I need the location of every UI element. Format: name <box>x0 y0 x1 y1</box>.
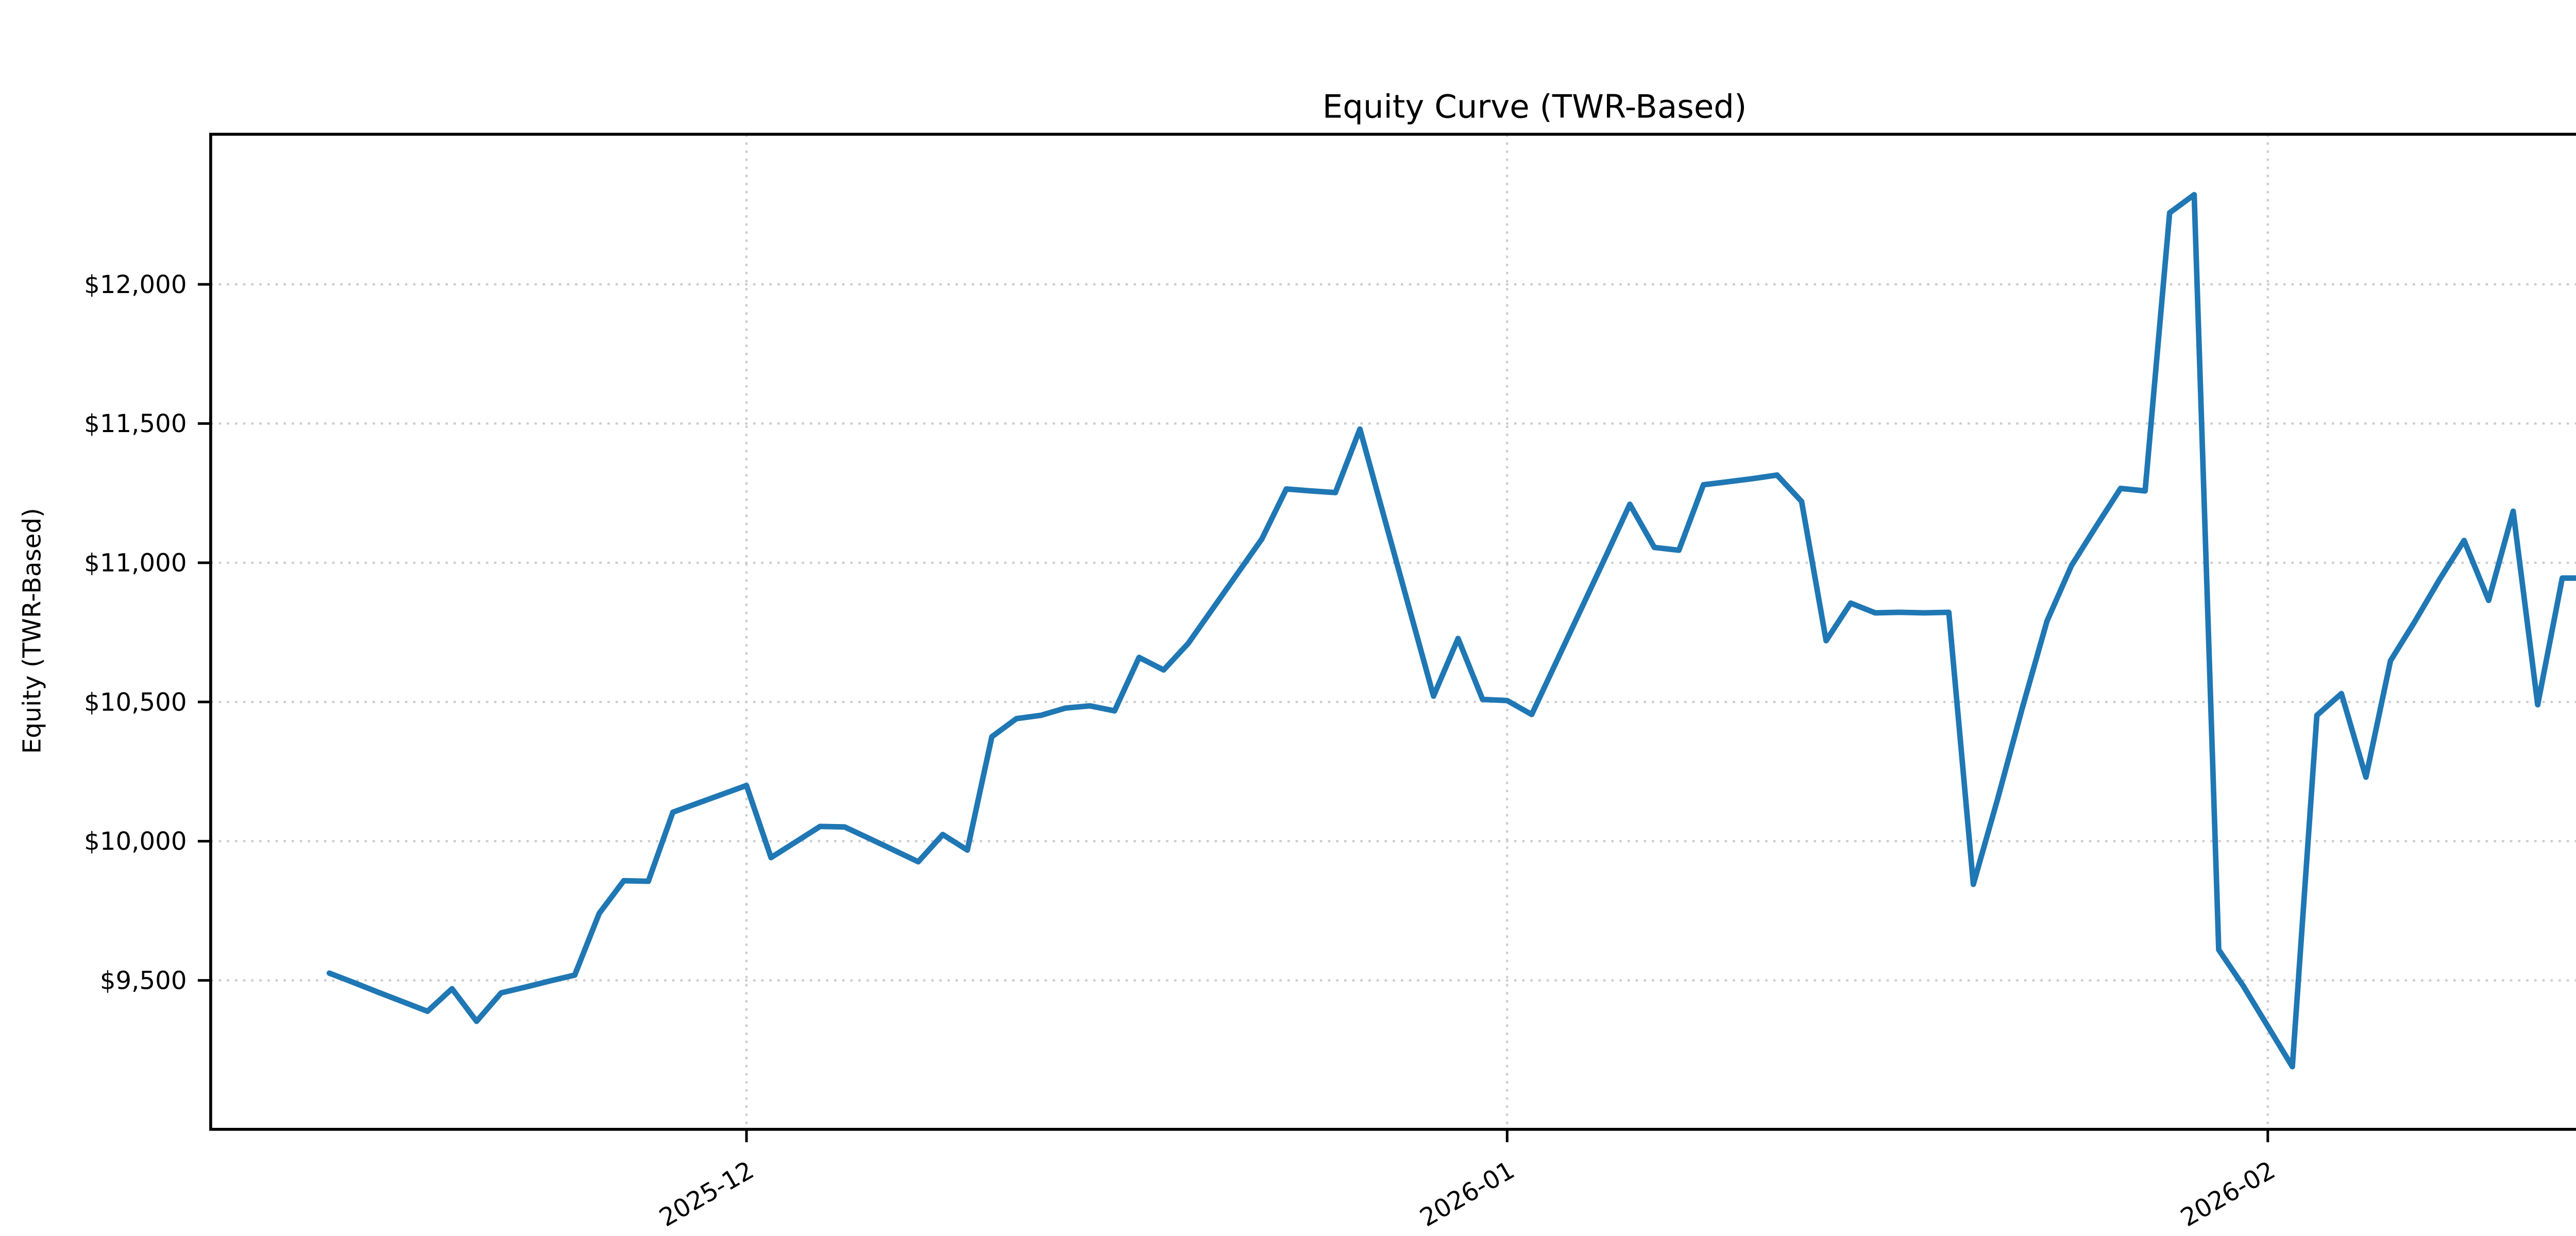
x-axis-ticks: 2025-12 2026-01 2026-02 <box>654 1129 2280 1232</box>
x-tick-label: 2025-12 <box>654 1156 758 1232</box>
x-tick-label: 2026-01 <box>1415 1156 1519 1232</box>
y-tick-label: $10,500 <box>84 688 187 717</box>
y-tick-label: $11,000 <box>84 549 187 578</box>
y-tick-label: $10,000 <box>84 827 187 856</box>
y-tick-label: $9,500 <box>100 966 187 995</box>
equity-line <box>326 192 2576 1070</box>
y-axis-label: Equity (TWR-Based) <box>18 508 47 754</box>
equity-line-series <box>326 192 2576 1070</box>
plot-border <box>209 132 2576 1131</box>
y-axis-ticks: $9,500 $10,000 $10,500 $11,000 $11,500 $12,00… <box>84 270 211 995</box>
y-gridlines <box>210 283 2576 982</box>
y-tick-label: $11,500 <box>84 409 187 438</box>
y-tick-label: $12,000 <box>84 270 187 299</box>
chart-title: Equity Curve (TWR-Based) <box>1323 88 1747 126</box>
x-tick-label: 2026-02 <box>2176 1156 2280 1232</box>
